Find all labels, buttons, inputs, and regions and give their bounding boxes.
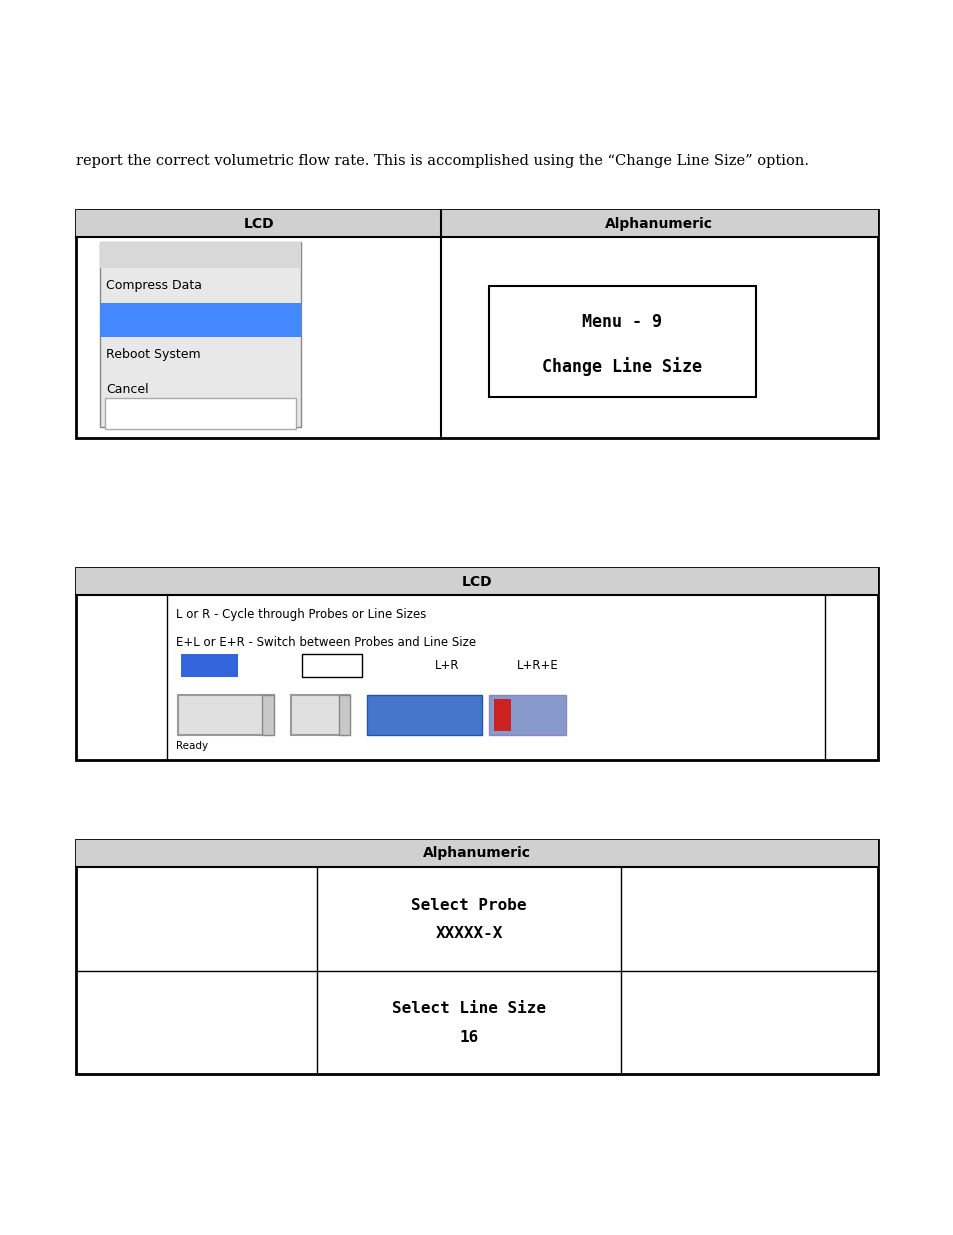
Text: report the correct volumetric flow rate. This is accomplished using the “Change : report the correct volumetric flow rate.… — [76, 154, 808, 168]
Bar — [489, 695, 565, 735]
Text: LCD: LCD — [461, 574, 492, 589]
Text: 16: 16 — [459, 1030, 478, 1045]
Bar — [100, 303, 300, 337]
Text: Cancel: Cancel — [106, 383, 149, 395]
Text: 04614-4: 04614-4 — [190, 709, 251, 721]
Text: Select Probe: Select Probe — [411, 898, 526, 913]
Bar — [367, 695, 481, 735]
Bar — [262, 695, 274, 735]
Bar — [302, 655, 361, 677]
Text: Change Line Size: Change Line Size — [106, 314, 213, 326]
Bar — [494, 699, 511, 731]
Text: SELECT DESIRED ACTION: SELECT DESIRED ACTION — [105, 249, 251, 261]
Bar — [178, 695, 274, 735]
Bar — [181, 655, 238, 677]
Bar — [291, 695, 350, 735]
Bar — [338, 695, 350, 735]
Text: XXXXX-X: XXXXX-X — [435, 926, 502, 941]
Bar — [76, 840, 877, 1074]
Text: Line Size: Line Size — [309, 661, 355, 671]
Text: E+L or E+R - Switch between Probes and Line Size: E+L or E+R - Switch between Probes and L… — [176, 636, 476, 650]
Text: 💾: 💾 — [376, 710, 382, 720]
Bar — [76, 840, 877, 867]
Bar — [76, 210, 877, 438]
Text: Menu - 9: Menu - 9 — [581, 312, 661, 331]
Text: L+R: L+R — [435, 659, 459, 672]
Bar — [100, 242, 300, 268]
Bar — [76, 568, 877, 595]
Text: L+R+E: L+R+E — [517, 659, 558, 672]
Text: L or R - Cycle through Probes or Line Sizes: L or R - Cycle through Probes or Line Si… — [176, 608, 426, 621]
Bar — [76, 568, 877, 760]
Bar — [100, 242, 300, 427]
Text: Save & Close: Save & Close — [395, 710, 472, 720]
Bar — [105, 398, 295, 429]
Text: ✕: ✕ — [498, 710, 506, 720]
Text: 8: 8 — [196, 406, 204, 420]
Text: LCD: LCD — [243, 216, 274, 231]
Text: ▼: ▼ — [341, 711, 347, 721]
Text: Alphanumeric: Alphanumeric — [422, 846, 531, 861]
Bar — [488, 287, 755, 398]
Text: Change Line Size: Change Line Size — [541, 357, 701, 375]
Text: Ready: Ready — [176, 741, 209, 751]
Text: Compress Data: Compress Data — [106, 279, 202, 291]
Text: Close: Close — [522, 710, 555, 720]
Bar — [76, 210, 877, 237]
Text: Reboot System: Reboot System — [106, 348, 200, 361]
Text: Select Line Size: Select Line Size — [392, 1002, 545, 1016]
Text: ▼: ▼ — [265, 711, 271, 721]
Text: Probes: Probes — [190, 661, 230, 671]
Text: 16: 16 — [304, 708, 325, 722]
Text: Alphanumeric: Alphanumeric — [604, 216, 713, 231]
